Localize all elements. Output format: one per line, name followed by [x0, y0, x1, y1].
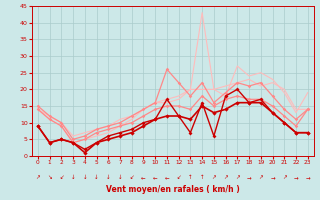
X-axis label: Vent moyen/en rafales ( km/h ): Vent moyen/en rafales ( km/h )	[106, 185, 240, 194]
